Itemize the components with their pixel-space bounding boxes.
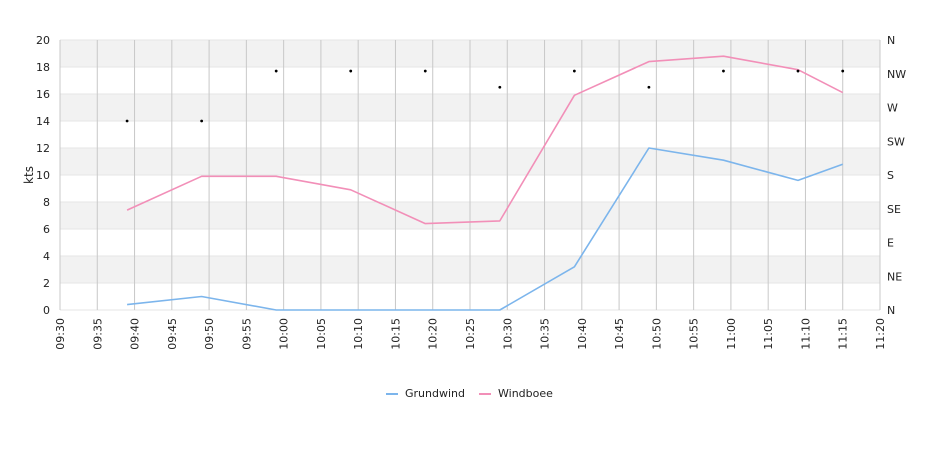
direction-marker bbox=[349, 69, 353, 73]
legend-label-grundwind: Grundwind bbox=[405, 387, 465, 400]
x-tick-label: 09:45 bbox=[166, 318, 179, 350]
y-axis-title: kts bbox=[22, 166, 36, 184]
x-tick-label: 11:10 bbox=[799, 318, 812, 350]
direction-marker bbox=[125, 119, 129, 123]
legend-item-windboee[interactable]: Windboee bbox=[479, 387, 553, 400]
x-tick-label: 11:15 bbox=[837, 318, 850, 350]
y-tick-label: 10 bbox=[36, 169, 50, 182]
series-line-grundwind bbox=[127, 147, 843, 311]
x-tick-label: 10:45 bbox=[613, 318, 626, 350]
direction-marker bbox=[498, 85, 502, 89]
direction-marker bbox=[200, 119, 204, 123]
x-tick-label: 09:50 bbox=[203, 318, 216, 350]
direction-marker bbox=[841, 69, 845, 73]
y-axis-tick-labels: 0 2 4 6 8 10 12 14 16 18 20 bbox=[36, 34, 50, 317]
y-tick-label: 20 bbox=[36, 34, 50, 47]
x-tick-label: 10:35 bbox=[539, 318, 552, 350]
y-tick-label: 6 bbox=[43, 223, 50, 236]
x-tick-label: 10:55 bbox=[688, 318, 701, 350]
x-tick-label: 11:05 bbox=[762, 318, 775, 350]
series-lines bbox=[126, 55, 844, 311]
y-tick-label: 0 bbox=[43, 304, 50, 317]
chart-legend: Grundwind Windboee bbox=[386, 387, 553, 400]
direction-marker bbox=[647, 85, 651, 89]
y-tick-label: 4 bbox=[43, 250, 50, 263]
x-tick-label: 10:20 bbox=[427, 318, 440, 350]
direction-markers bbox=[125, 69, 845, 123]
direction-tick-label: N bbox=[887, 34, 895, 47]
x-tick-label: 09:55 bbox=[240, 318, 253, 350]
direction-marker bbox=[274, 69, 278, 73]
direction-marker bbox=[722, 69, 725, 73]
direction-tick-label: SW bbox=[887, 135, 905, 148]
direction-tick-label: NE bbox=[887, 270, 902, 283]
series-line-windboee bbox=[126, 55, 844, 225]
x-tick-label: 10:15 bbox=[389, 318, 402, 350]
x-tick-label: 10:25 bbox=[464, 318, 477, 350]
x-axis-tick-labels: 09:30 09:35 09:40 09:45 09:50 09:55 10:00 10:05… bbox=[54, 318, 887, 350]
x-tick-label: 10:05 bbox=[315, 318, 328, 350]
x-tick-label: 11:20 bbox=[874, 318, 887, 350]
direction-tick-label: NW bbox=[887, 68, 906, 81]
direction-marker bbox=[796, 69, 800, 73]
legend-item-grundwind[interactable]: Grundwind bbox=[386, 387, 465, 400]
x-tick-label: 10:00 bbox=[278, 318, 291, 350]
x-tick-label: 10:50 bbox=[650, 318, 663, 350]
y-tick-label: 12 bbox=[36, 142, 50, 155]
x-tick-label: 09:35 bbox=[91, 318, 104, 350]
direction-axis-tick-labels: N NE E SE S SW W NW N bbox=[887, 34, 906, 317]
vertical-grid-lines bbox=[59, 40, 881, 310]
direction-tick-label: W bbox=[887, 102, 898, 115]
y-tick-label: 8 bbox=[43, 196, 50, 209]
y-tick-label: 14 bbox=[36, 115, 50, 128]
direction-marker bbox=[572, 69, 576, 73]
direction-tick-label: N bbox=[887, 304, 895, 317]
x-tick-label: 09:40 bbox=[129, 318, 142, 350]
x-tick-label: 10:10 bbox=[352, 318, 365, 350]
direction-tick-label: E bbox=[887, 237, 894, 250]
direction-tick-label: SE bbox=[887, 203, 901, 216]
x-tick-label: 10:40 bbox=[576, 318, 589, 350]
legend-label-windboee: Windboee bbox=[498, 387, 553, 400]
direction-tick-label: S bbox=[887, 169, 894, 182]
y-tick-label: 18 bbox=[36, 61, 50, 74]
x-tick-label: 10:30 bbox=[501, 318, 514, 350]
direction-marker bbox=[423, 69, 427, 73]
y-tick-label: 2 bbox=[43, 277, 50, 290]
x-tick-label: 11:00 bbox=[725, 318, 738, 350]
y-tick-label: 16 bbox=[36, 88, 50, 101]
x-tick-label: 09:30 bbox=[54, 318, 67, 350]
